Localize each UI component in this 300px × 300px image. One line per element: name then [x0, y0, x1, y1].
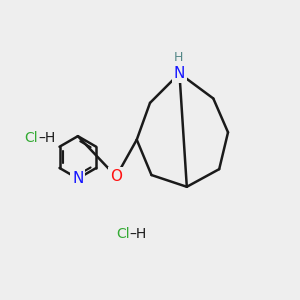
Text: H: H	[173, 51, 183, 64]
Text: O: O	[110, 169, 122, 184]
Text: Cl: Cl	[116, 227, 129, 241]
Text: N: N	[174, 66, 185, 81]
Text: –H: –H	[38, 131, 56, 145]
Text: N: N	[72, 171, 83, 186]
Text: Cl: Cl	[25, 131, 38, 145]
Text: –H: –H	[129, 227, 147, 241]
